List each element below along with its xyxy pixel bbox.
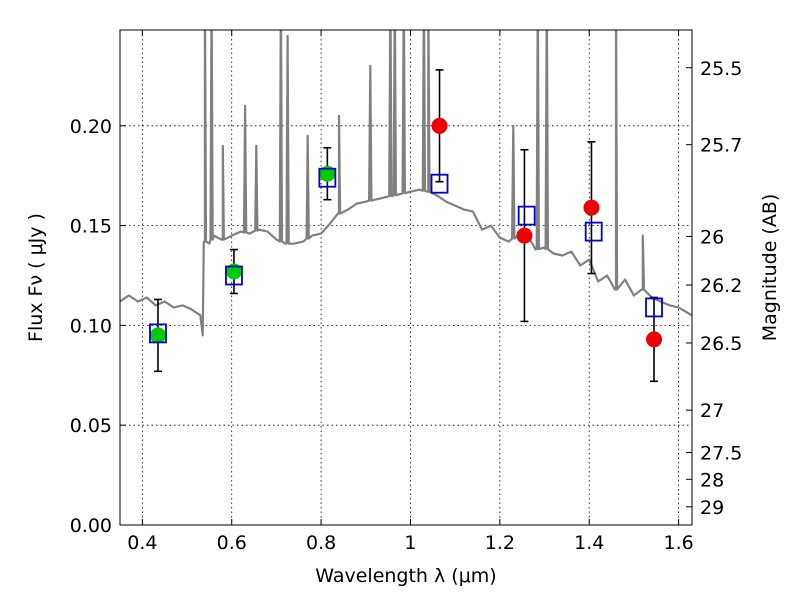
model-box-marker: [584, 221, 603, 242]
y2-tick-label: 27.5: [700, 443, 742, 465]
y-tick-label: 0.05: [70, 415, 112, 437]
y-tick-label: 0.20: [70, 116, 112, 138]
x-tick-label: 1.2: [485, 532, 515, 554]
red-data-point: [583, 199, 600, 216]
red-data-point: [646, 331, 663, 348]
y2-tick-label: 25.7: [700, 135, 742, 157]
x-tick-label: 0.6: [217, 532, 247, 554]
x-tick-label: 1.4: [574, 532, 604, 554]
y2-tick-label: 26.5: [700, 333, 742, 355]
model-box-marker: [517, 205, 536, 226]
y2-tick-label: 28: [700, 469, 724, 491]
y-tick-label: 0.00: [70, 515, 112, 537]
plot-frame: [119, 29, 693, 526]
x-tick-label: 1.6: [663, 532, 693, 554]
model-box-marker: [318, 167, 337, 188]
model-box-marker: [149, 323, 167, 344]
data-points-layer: [149, 69, 663, 383]
model-box-marker: [430, 173, 449, 194]
y2-tick-label: 25.5: [700, 58, 742, 80]
y-axis-label: Flux Fν ( μJy ): [25, 213, 47, 342]
red-data-point: [431, 117, 448, 134]
y2-axis-label: Magnitude (AB): [759, 194, 781, 342]
model-spectrum-line: [120, 30, 692, 337]
axis-ticks: 0.4 0.6 0.8 1 1.2 1.4 1.6 0.00 0.05 0.10 0.15 0.20 2…: [70, 30, 742, 554]
red-data-point: [516, 227, 533, 244]
x-tick-label: 1: [404, 532, 416, 554]
model-box-marker: [645, 297, 663, 318]
model-spectrum-layer: [120, 30, 692, 337]
x-tick-label: 0.8: [306, 532, 336, 554]
x-axis-label: Wavelength λ (μm): [315, 565, 496, 587]
model-box-marker: [225, 265, 243, 286]
y2-tick-label: 27: [700, 400, 724, 422]
y-tick-label: 0.15: [70, 216, 112, 238]
y2-tick-label: 26: [700, 226, 724, 248]
y2-tick-label: 26.2: [700, 275, 742, 297]
y2-tick-label: 29: [700, 497, 724, 519]
x-tick-label: 0.4: [127, 532, 157, 554]
y-tick-label: 0.10: [70, 315, 112, 337]
green-data-point: [149, 327, 166, 344]
